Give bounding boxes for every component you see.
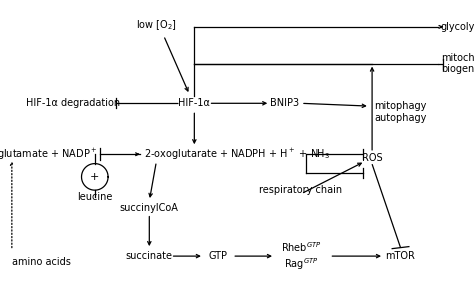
Text: amino acids: amino acids	[12, 257, 71, 267]
Text: glutamate + NADP$^+$: glutamate + NADP$^+$	[0, 147, 98, 162]
Text: low [O$_2$]: low [O$_2$]	[136, 19, 177, 32]
Text: GTP: GTP	[209, 251, 228, 261]
Text: leucine: leucine	[77, 192, 112, 202]
Text: respiratory chain: respiratory chain	[259, 185, 343, 195]
Text: Rheb$^{GTP}$
Rag$^{GTP}$: Rheb$^{GTP}$ Rag$^{GTP}$	[281, 240, 321, 272]
Text: 2-oxoglutarate + NADPH + H$^+$ + NH$_3$: 2-oxoglutarate + NADPH + H$^+$ + NH$_3$	[144, 147, 330, 162]
Text: mitochondrial
biogenesis: mitochondrial biogenesis	[441, 53, 474, 74]
Text: HIF-1α degradation: HIF-1α degradation	[27, 98, 120, 108]
Text: mitophagy
autophagy: mitophagy autophagy	[374, 101, 427, 123]
Text: glycolysis: glycolysis	[441, 22, 474, 32]
Text: HIF-1α: HIF-1α	[178, 98, 210, 108]
Text: ROS: ROS	[362, 153, 383, 164]
Text: succinate: succinate	[126, 251, 173, 261]
Text: mTOR: mTOR	[385, 251, 416, 261]
Text: BNIP3: BNIP3	[270, 98, 299, 108]
Text: +: +	[90, 172, 100, 182]
Text: succinylCoA: succinylCoA	[120, 203, 179, 213]
